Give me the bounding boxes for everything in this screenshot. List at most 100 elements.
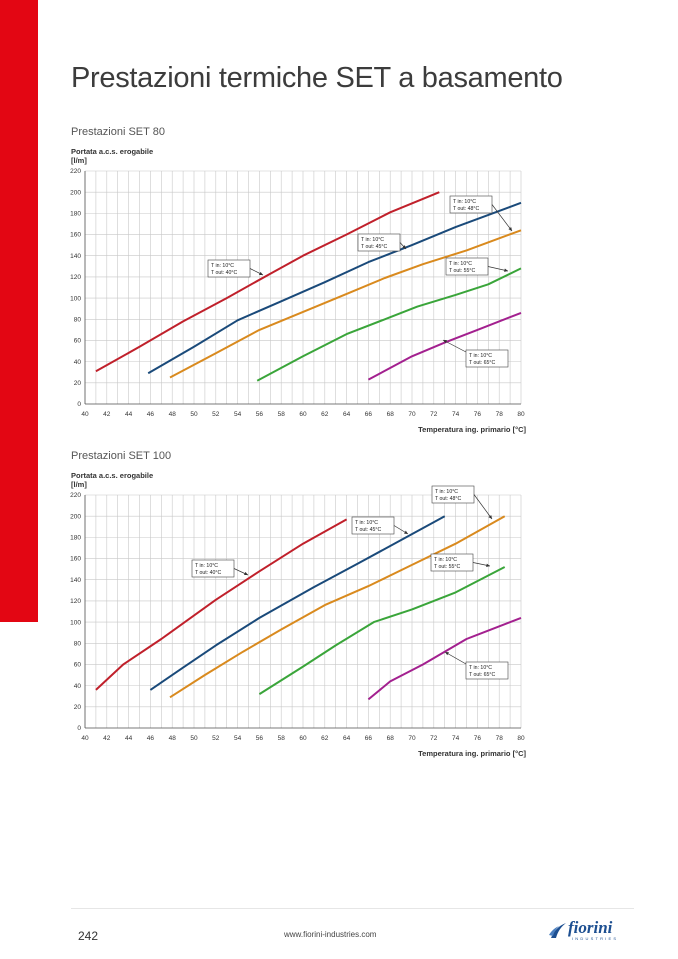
annotation-arrow [473,494,493,520]
y-tick-label: 100 [70,295,81,302]
x-tick-label: 52 [212,735,220,742]
y-tick-label: 120 [70,598,81,605]
x-tick-label: 74 [452,735,460,742]
series-line-4 [256,267,522,382]
annotation-arrow [442,339,467,353]
logo-wordmark: fiorini [568,918,613,937]
page-title: Prestazioni termiche SET a basamento [71,62,563,94]
x-tick-label: 40 [81,411,89,418]
y-tick-label: 200 [70,513,81,520]
annotation-arrowhead [486,563,490,567]
x-tick-label: 60 [299,411,307,418]
x-tick-label: 44 [125,735,133,742]
x-tick-label: 78 [496,735,504,742]
x-tick-label: 68 [387,411,395,418]
annotation-label: T in: 10°CT out: 48°C [449,195,513,232]
y-tick-label: 200 [70,189,81,196]
x-tick-label: 58 [278,735,286,742]
annotation-text: T in: 10°C [195,563,218,569]
x-tick-label: 64 [343,411,351,418]
annotation-text: T in: 10°C [361,237,384,243]
logo-subtitle: INDUSTRIES [572,936,619,941]
annotation-arrowhead [244,571,248,576]
annotation-arrowhead [443,340,447,344]
chart-title: Prestazioni SET 80 [71,126,165,138]
annotation-arrowhead [259,271,263,275]
x-tick-label: 46 [147,735,155,742]
y-tick-label: 40 [74,683,82,690]
annotation-arrow [444,651,467,665]
series-line-5 [367,616,522,701]
y-axis-label: Portata a.c.s. erogabile [71,471,153,480]
annotation-label: T in: 10°CT out: 65°C [444,651,509,680]
y-tick-label: 80 [74,640,82,647]
annotation-text: T in: 10°C [355,520,378,526]
x-tick-label: 50 [190,411,198,418]
y-tick-label: 220 [70,168,81,175]
chart-title: Prestazioni SET 100 [71,450,171,462]
annotation-text: T out: 48°C [435,496,461,502]
annotation-text: T out: 55°C [449,268,475,274]
x-tick-label: 54 [234,735,242,742]
x-tick-label: 56 [256,735,264,742]
x-tick-label: 40 [81,735,89,742]
x-tick-label: 46 [147,411,155,418]
footer-divider [71,908,634,909]
website-link[interactable]: www.fiorini-industries.com [284,930,377,939]
annotation-arrowhead [508,227,512,231]
chart-set-80: Prestazioni SET 80 Portata a.c.s. erogabi… [70,126,526,434]
annotation-label: T in: 10°CT out: 65°C [442,339,509,368]
x-tick-label: 48 [169,735,177,742]
annotation-label: T in: 10°CT out: 55°C [445,257,509,276]
x-tick-label: 80 [517,735,525,742]
x-tick-label: 72 [430,735,438,742]
annotation-text: T in: 10°C [469,353,492,359]
y-tick-label: 80 [74,316,82,323]
x-tick-label: 56 [256,411,264,418]
x-tick-label: 48 [169,411,177,418]
annotation-arrowhead [404,530,408,534]
annotation-arrowhead [488,515,492,519]
annotation-text: T out: 48°C [453,206,479,212]
x-tick-label: 74 [452,411,460,418]
x-tick-label: 60 [299,735,307,742]
annotation-box [465,349,509,368]
x-tick-label: 44 [125,411,133,418]
annotation-label: T in: 10°CT out: 55°C [430,553,491,572]
annotation-text: T out: 40°C [211,270,237,276]
y-tick-label: 140 [70,577,81,584]
y-tick-label: 60 [74,662,82,669]
y-tick-label: 0 [77,401,81,408]
annotation-text: T in: 10°C [211,263,234,269]
annotation-label: T in: 10°CT out: 45°C [351,516,409,535]
y-tick-label: 180 [70,535,81,542]
y-tick-label: 140 [70,253,81,260]
series-line-3 [169,229,522,379]
annotation-text: T in: 10°C [469,665,492,671]
x-tick-label: 76 [474,411,482,418]
x-tick-label: 72 [430,411,438,418]
annotation-label: T in: 10°CT out: 45°C [357,233,407,252]
annotation-label: T in: 10°CT out: 48°C [431,485,493,520]
y-tick-label: 40 [74,359,82,366]
y-tick-label: 20 [74,380,82,387]
y-tick-label: 220 [70,492,81,499]
x-tick-label: 42 [103,411,111,418]
x-tick-label: 64 [343,735,351,742]
x-tick-label: 66 [365,411,373,418]
annotation-label: T in: 10°CT out: 40°C [207,259,264,278]
y-axis-unit: [l/m] [71,480,87,489]
page-number: 242 [78,929,99,943]
annotation-arrowhead [445,652,449,656]
annotation-arrow [491,204,513,232]
y-axis-unit: [l/m] [71,156,87,165]
x-tick-label: 52 [212,411,220,418]
fiorini-logo: fiorini INDUSTRIES [548,918,630,944]
annotation-text: T out: 55°C [434,564,460,570]
y-tick-label: 100 [70,619,81,626]
x-tick-label: 50 [190,735,198,742]
annotation-text: T out: 65°C [469,672,495,678]
annotation-text: T in: 10°C [435,489,458,495]
annotation-text: T in: 10°C [453,199,476,205]
annotation-box [465,661,509,680]
